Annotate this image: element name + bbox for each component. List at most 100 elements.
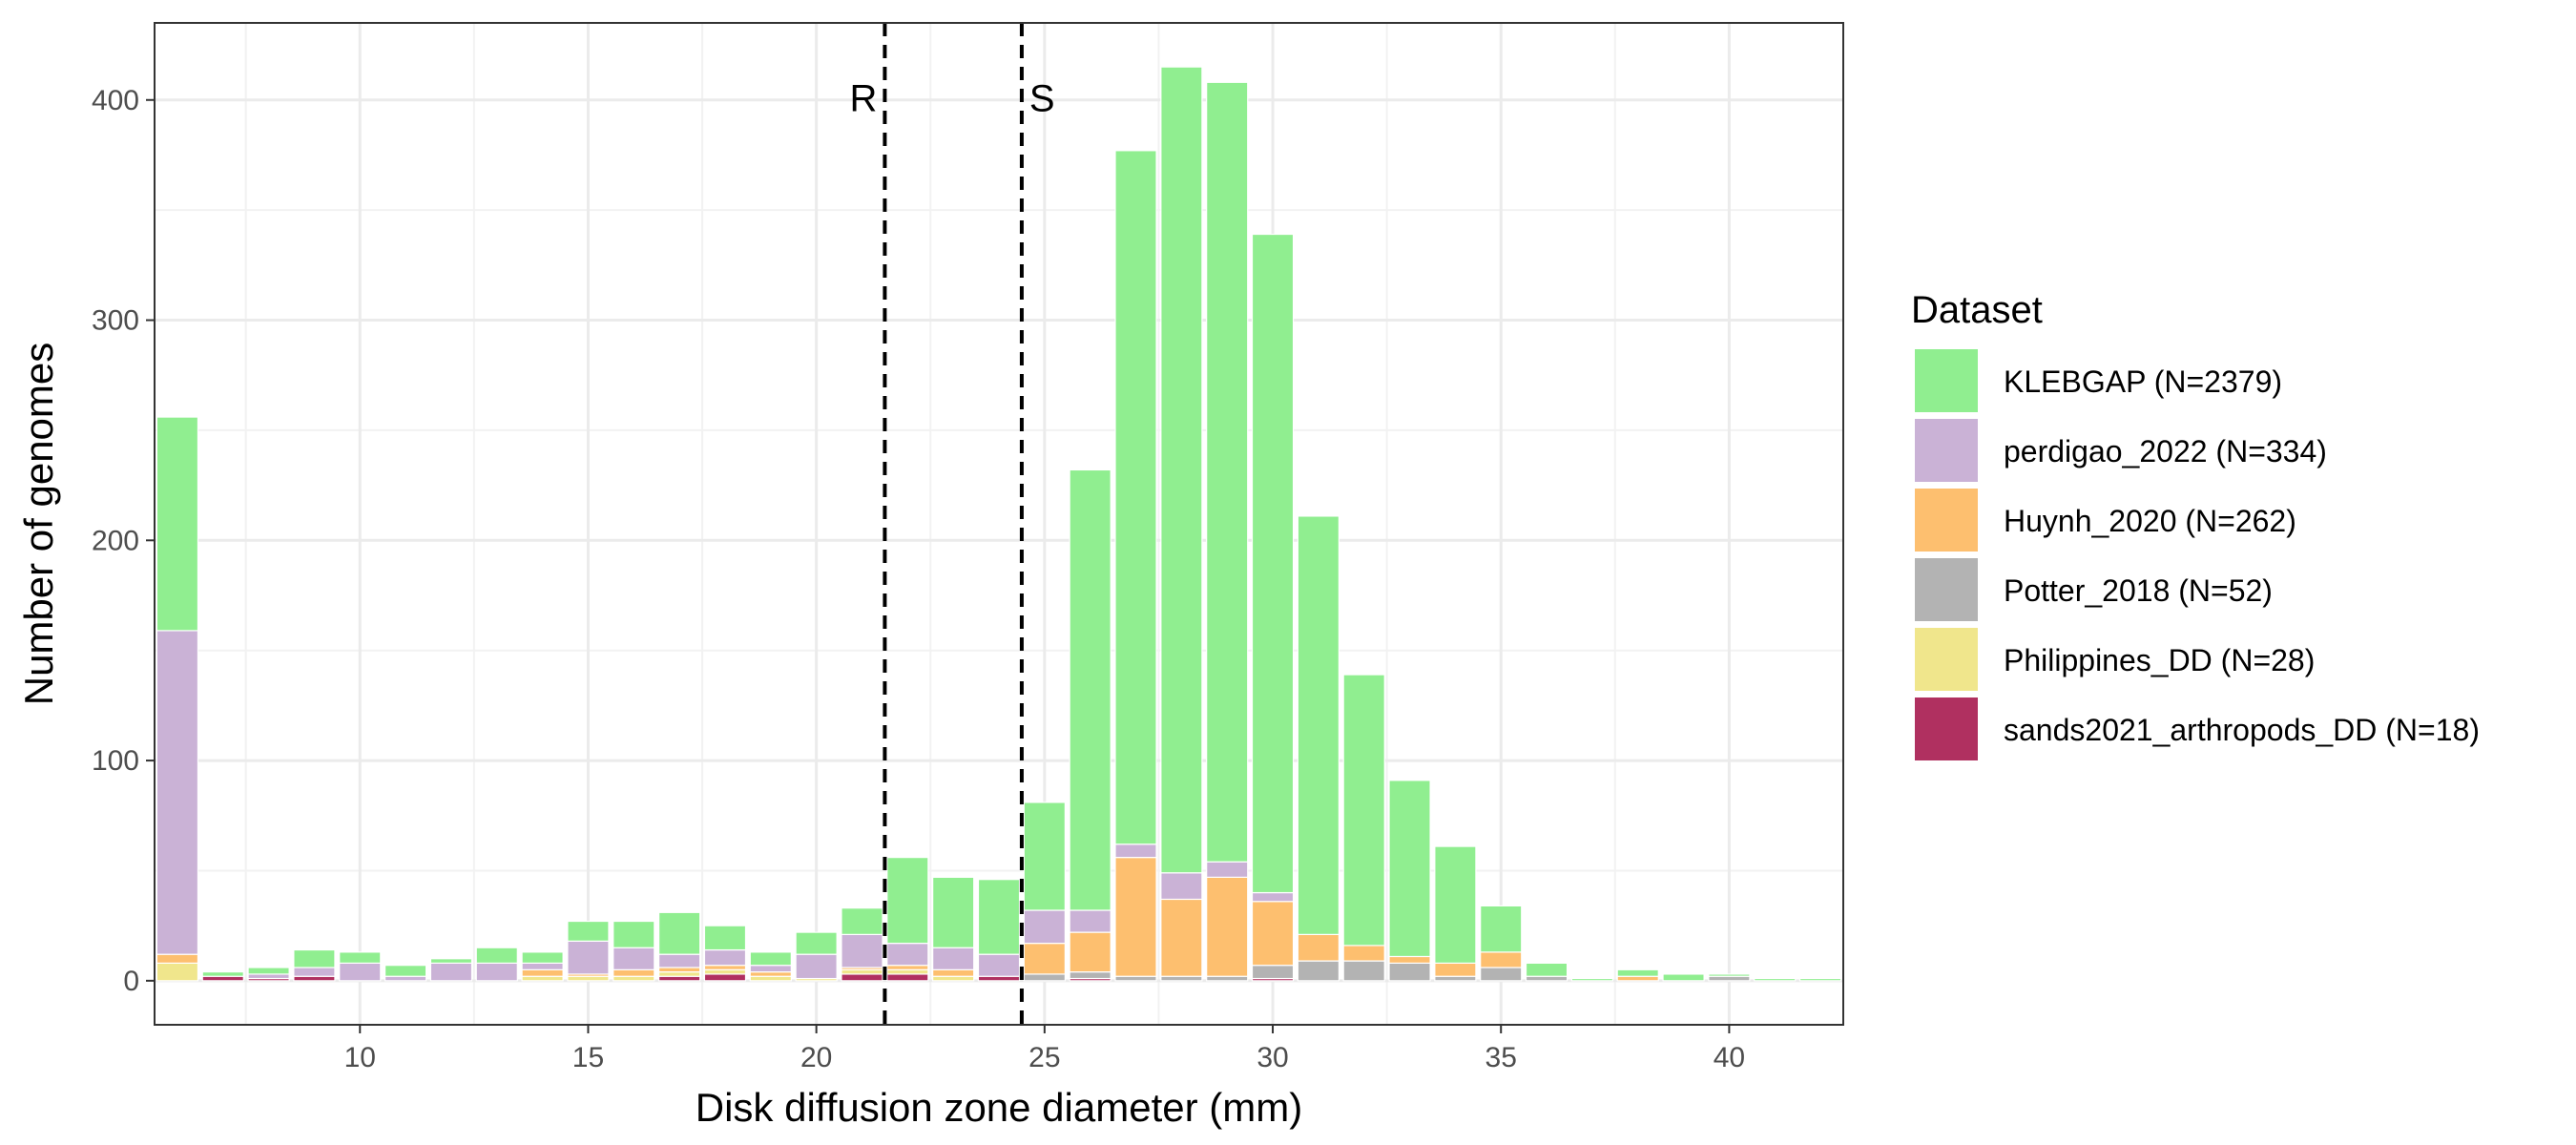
bar-segment	[156, 630, 199, 955]
bar-segment	[156, 962, 199, 982]
bar-segment	[613, 968, 655, 977]
bar-segment	[1798, 977, 1842, 982]
bar-segment	[658, 971, 701, 977]
legend-label: Philippines_DD (N=28)	[2004, 643, 2315, 677]
bar-segment	[886, 857, 929, 945]
threshold-label-S: S	[1029, 77, 1055, 119]
legend-swatch	[1915, 697, 1978, 760]
y-tick-label: 400	[92, 85, 139, 116]
bar-segment	[247, 967, 290, 975]
legend-swatch	[1915, 419, 1978, 482]
threshold-label-R: R	[850, 77, 878, 119]
bar-segment	[1251, 233, 1295, 894]
bar-segment	[886, 965, 929, 970]
bar-segment	[1206, 975, 1249, 982]
y-tick-label: 0	[123, 966, 139, 997]
bar-segment	[1616, 968, 1659, 977]
x-tick-label: 35	[1485, 1042, 1517, 1073]
legend-item: perdigao_2022 (N=334)	[1915, 419, 2327, 482]
legend-item: KLEBGAP (N=2379)	[1915, 349, 2282, 412]
bar-segment	[1206, 876, 1249, 977]
bar-segment	[1069, 468, 1111, 911]
bar-segment	[613, 920, 655, 948]
bar-segment	[1388, 962, 1431, 982]
y-axis-title: Number of genomes	[16, 343, 61, 706]
bar-segment	[749, 971, 792, 977]
legend-label: Potter_2018 (N=52)	[2004, 573, 2273, 608]
bar-segment	[977, 879, 1021, 955]
bar-segment	[521, 962, 564, 970]
bar-segment	[521, 951, 564, 964]
bar-segment	[156, 953, 199, 964]
bar-segment	[339, 962, 382, 982]
bar-segment	[841, 973, 883, 982]
bar-segment	[201, 971, 244, 977]
bar-segment	[886, 943, 929, 967]
bar-segment	[658, 953, 701, 968]
bar-segment	[841, 968, 883, 975]
bar-segment	[1754, 977, 1797, 982]
y-tick-label: 200	[92, 525, 139, 556]
legend: Dataset KLEBGAP (N=2379) perdigao_2022 (N…	[1911, 289, 2480, 760]
bar-segment	[795, 931, 838, 955]
y-tick-label: 300	[92, 305, 139, 337]
legend-item: Philippines_DD (N=28)	[1915, 628, 2315, 691]
bar-segment	[1160, 872, 1203, 901]
bar-segment	[475, 947, 518, 964]
panel-border	[154, 22, 1844, 1026]
bar-segment	[1297, 960, 1340, 982]
x-tick-label: 10	[344, 1042, 376, 1073]
bar-segment	[977, 953, 1021, 977]
bar-segment	[1251, 901, 1295, 967]
bar-segment	[613, 947, 655, 970]
bar-segment	[1023, 973, 1066, 982]
legend-label: sands2021_arthropods_DD (N=18)	[2004, 713, 2480, 747]
bar-segment	[703, 968, 747, 975]
bar-segment	[567, 940, 610, 975]
bar-segment	[567, 920, 610, 942]
bar-segment	[1069, 971, 1111, 980]
bar-segment	[1434, 975, 1477, 982]
legend-item: Potter_2018 (N=52)	[1915, 558, 2273, 621]
bar-segment	[1023, 909, 1066, 945]
bar-segment	[384, 965, 427, 977]
axis-layer: 0 100 200 300 400 10 15 20 25 30 35 40	[92, 85, 1745, 1073]
bar-segment	[1023, 943, 1066, 975]
bar-segment	[1434, 845, 1477, 964]
bar-segment	[1206, 861, 1249, 878]
bar-segment	[1160, 975, 1203, 982]
bar-segment	[339, 951, 382, 964]
bar-segment	[977, 975, 1021, 982]
bar-segment	[521, 968, 564, 977]
bar-segment	[429, 958, 473, 964]
bar-segment	[1388, 780, 1431, 958]
bar-segment	[1342, 674, 1385, 947]
bar-segment	[1251, 891, 1295, 903]
bar-segment	[658, 967, 701, 973]
bar-segment	[1525, 975, 1568, 982]
bar-segment	[703, 948, 747, 967]
bar-segment	[1297, 515, 1340, 935]
bar-segment	[932, 876, 975, 948]
bar-segment	[1069, 909, 1111, 933]
bar-segment	[1297, 933, 1340, 962]
bar-segment	[1480, 951, 1523, 968]
bar-segment	[749, 951, 792, 967]
bar-segment	[293, 975, 336, 982]
bar-segment	[1160, 898, 1203, 977]
bar-segment	[1114, 857, 1157, 977]
legend-label: perdigao_2022 (N=334)	[2004, 434, 2327, 468]
bar-segment	[749, 965, 792, 973]
legend-swatch	[1915, 349, 1978, 412]
bar-segment	[841, 933, 883, 968]
bar-segment	[429, 962, 473, 982]
bar-segment	[201, 975, 244, 982]
bar-segment	[1662, 973, 1705, 982]
x-axis-title: Disk diffusion zone diameter (mm)	[696, 1085, 1302, 1130]
bar-segment	[1023, 802, 1066, 911]
bar-segment	[1434, 962, 1477, 977]
legend-item: sands2021_arthropods_DD (N=18)	[1915, 697, 2480, 760]
x-tick-label: 20	[800, 1042, 832, 1073]
bar-segment	[613, 975, 655, 982]
